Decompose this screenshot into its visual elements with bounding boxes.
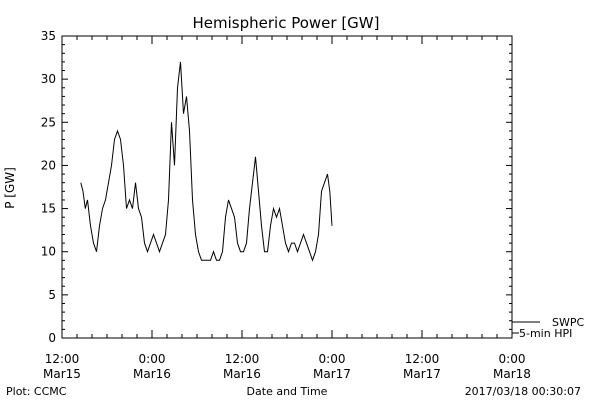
x-tick-time-label: 0:00 (319, 352, 346, 366)
plot-credit: Plot: CCMC (6, 385, 67, 398)
plot-frame (61, 35, 513, 339)
y-tick-label: 10 (41, 245, 56, 259)
x-tick-date-label: Mar15 (43, 367, 81, 381)
x-tick-date-label: Mar17 (313, 367, 351, 381)
x-tick-date-label: Mar16 (223, 367, 261, 381)
y-axis-label: P [GW] (3, 167, 17, 209)
x-axis-label: Date and Time (247, 385, 328, 398)
y-tick-label: 5 (48, 288, 56, 302)
y-tick-label: 0 (48, 331, 56, 345)
x-tick-time-label: 0:00 (499, 352, 526, 366)
y-tick-label: 15 (41, 202, 56, 216)
chart-title: Hemispheric Power [GW] (193, 14, 380, 32)
x-tick-date-label: Mar18 (493, 367, 531, 381)
x-tick-date-label: Mar16 (133, 367, 171, 381)
x-tick-time-label: 12:00 (45, 352, 80, 366)
plot-timestamp: 2017/03/18 00:30:07 (465, 385, 581, 398)
x-tick-time-label: 12:00 (225, 352, 260, 366)
x-tick-time-label: 0:00 (139, 352, 166, 366)
series-layer (80, 61, 333, 262)
x-tick-time-label: 12:00 (405, 352, 440, 366)
y-axis-ticks: 0 5 10 15 20 25 30 35 (41, 29, 512, 345)
legend-label-swpc: SWPC (552, 316, 584, 329)
x-tick-date-label: Mar17 (403, 367, 441, 381)
y-tick-label: 30 (41, 72, 56, 86)
legend: SWPC 5-min HPI (512, 316, 584, 340)
y-tick-label: 25 (41, 115, 56, 129)
y-tick-label: 20 (41, 158, 56, 172)
y-tick-label: 35 (41, 29, 56, 43)
series-line-swpc (80, 61, 333, 262)
legend-label-hpi: 5-min HPI (519, 327, 572, 340)
x-axis-ticks: 12:00Mar150:00Mar1612:00Mar160:00Mar1712… (43, 36, 531, 381)
